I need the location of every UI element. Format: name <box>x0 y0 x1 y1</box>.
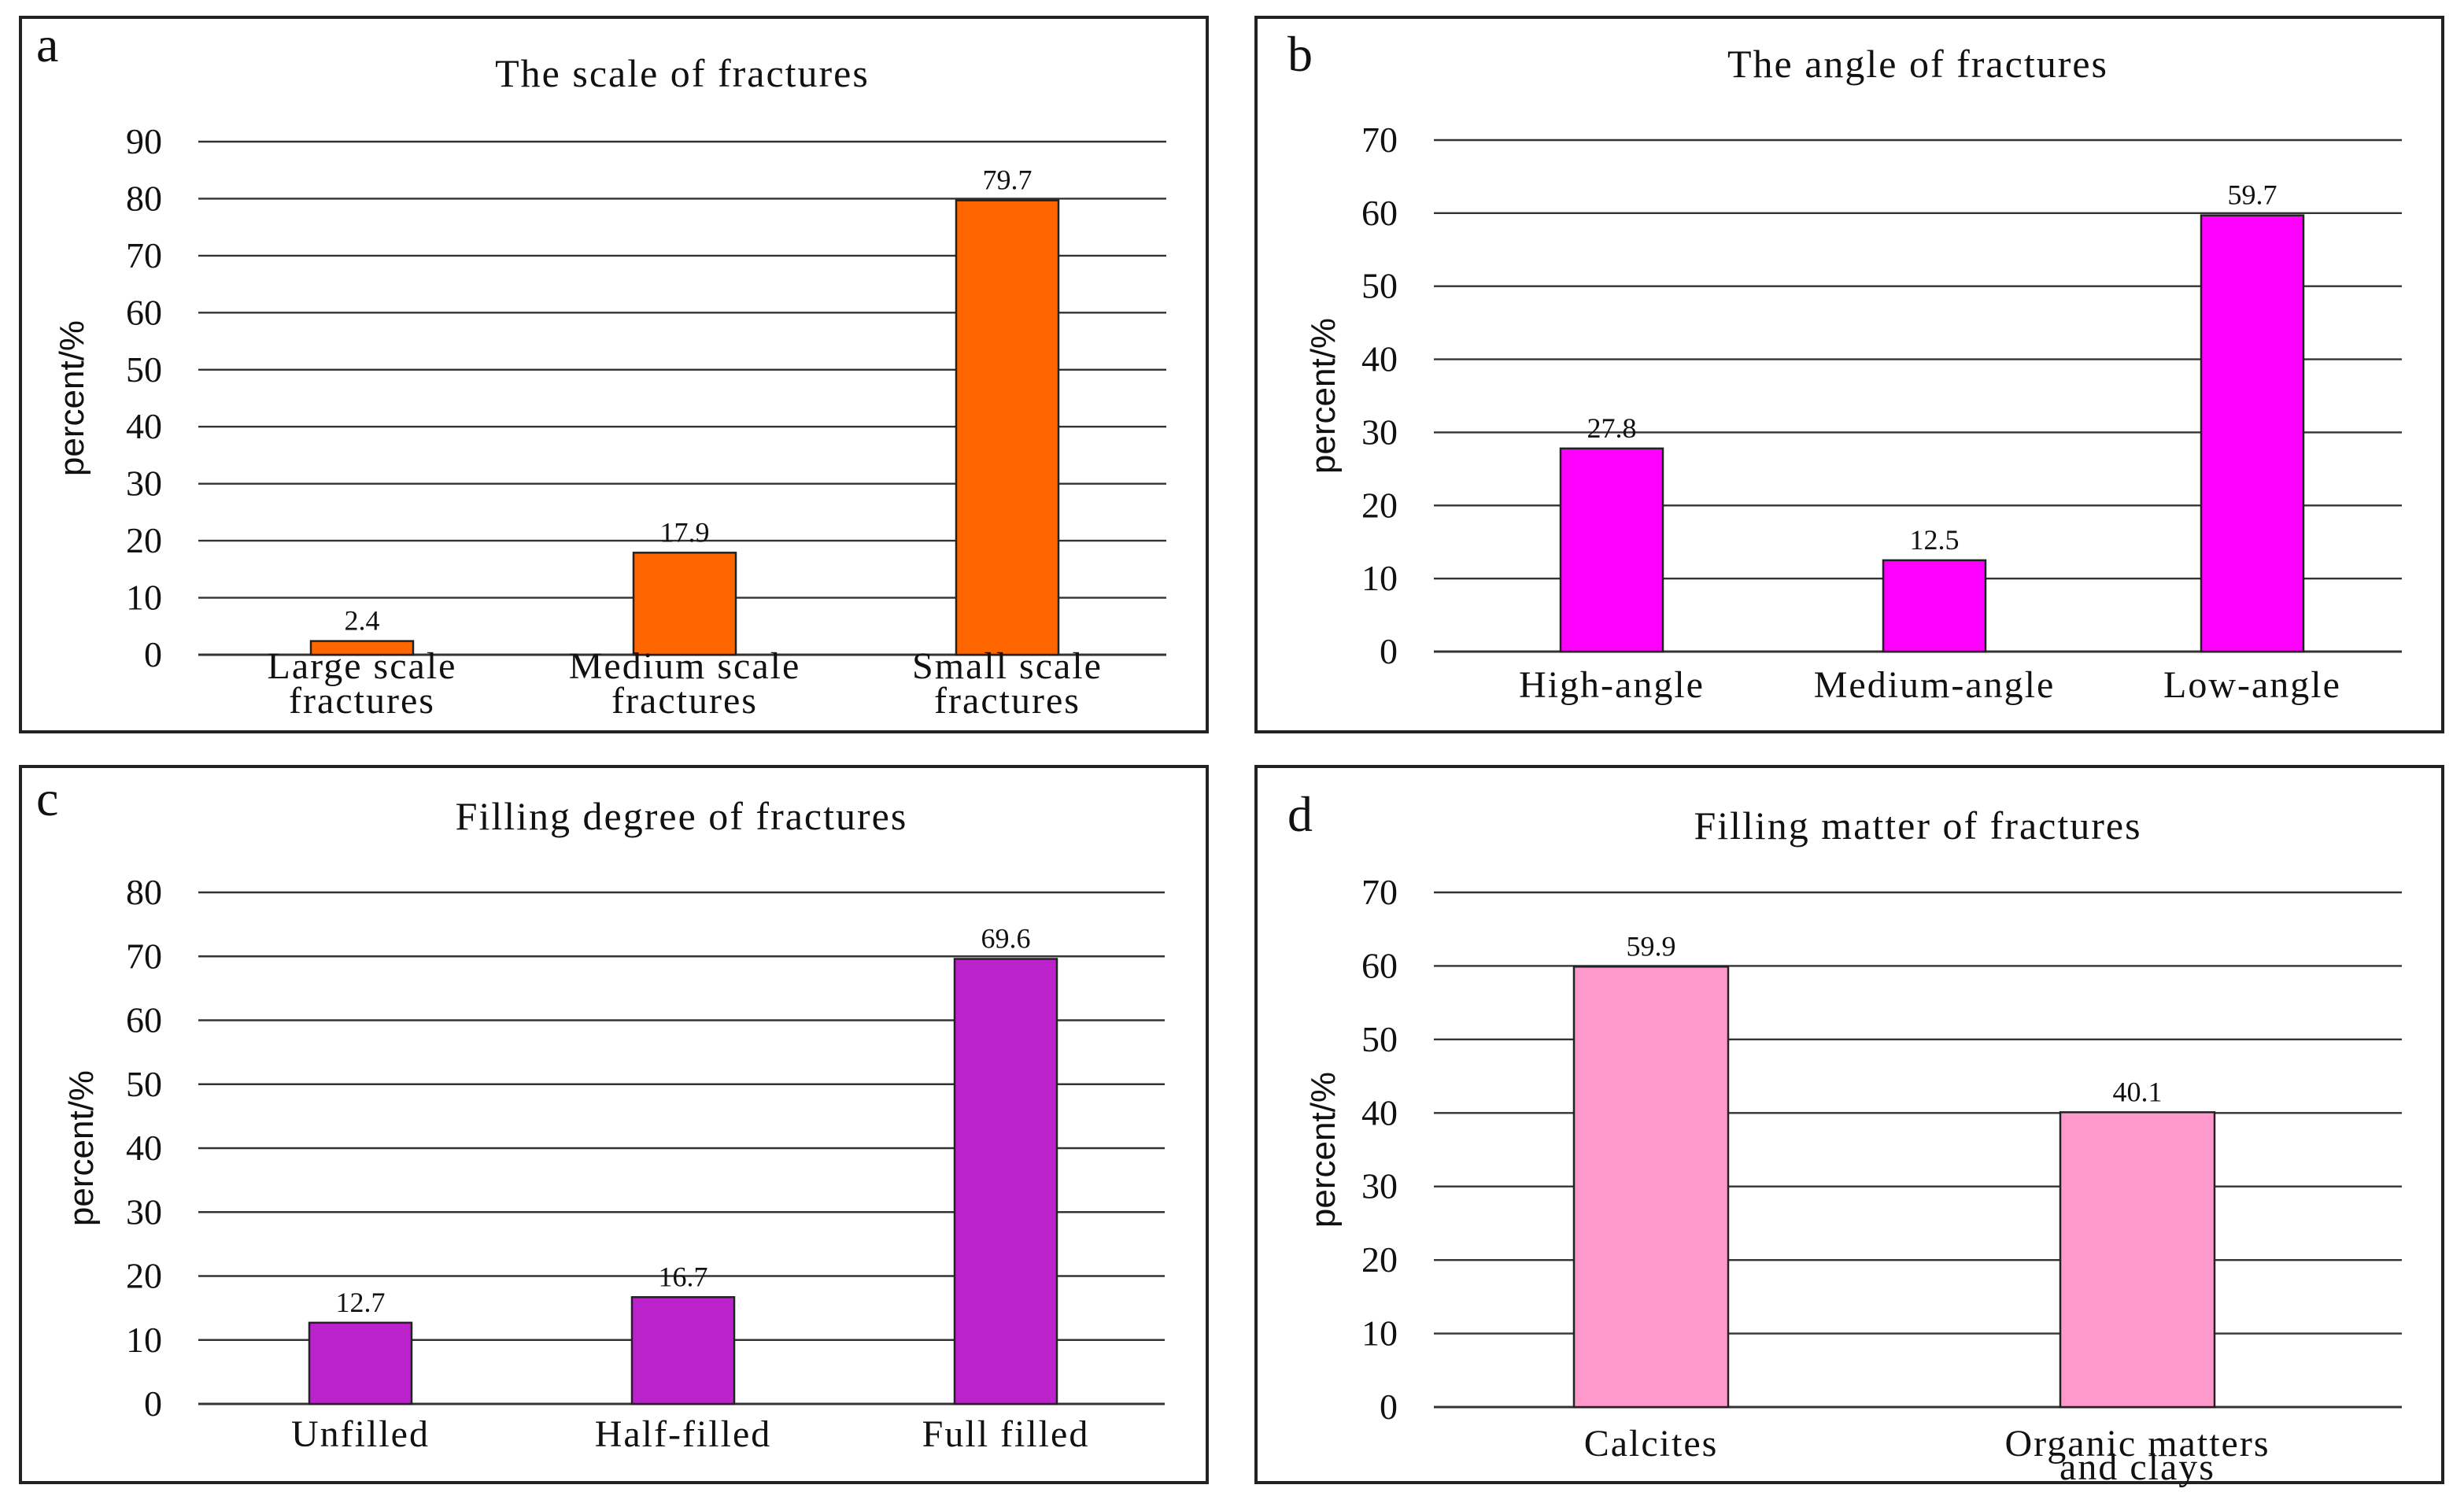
y-tick-label: 30 <box>1361 1166 1398 1206</box>
y-tick-label: 60 <box>1361 193 1398 233</box>
bar <box>1572 966 1730 1409</box>
data-label: 12.7 <box>336 1287 386 1318</box>
bar <box>953 958 1058 1405</box>
y-axis-title: percent/% <box>62 1070 101 1226</box>
y-tick-label: 10 <box>1361 1313 1398 1354</box>
y-tick-label: 40 <box>126 406 162 446</box>
y-tick-label: 0 <box>144 1383 162 1424</box>
category-label: Full filled <box>922 1413 1090 1455</box>
data-label: 59.9 <box>1627 930 1676 962</box>
category-label: fractures <box>934 680 1081 722</box>
data-label: 69.6 <box>981 923 1031 955</box>
category-label: Organic matters <box>2004 1423 2270 1465</box>
data-label: 79.7 <box>983 164 1033 196</box>
y-tick-label: 10 <box>126 578 162 618</box>
bar <box>309 640 415 656</box>
bar <box>1559 447 1664 653</box>
y-tick-label: 80 <box>126 872 162 912</box>
y-tick-label: 50 <box>1361 266 1398 306</box>
category-label: High-angle <box>1519 664 1705 706</box>
y-tick-label: 90 <box>126 121 162 161</box>
category-label: Low-angle <box>2163 664 2341 706</box>
category-label: Half-filled <box>595 1413 772 1455</box>
bar <box>630 1296 736 1405</box>
y-tick-label: 40 <box>126 1128 162 1168</box>
panel-letter: b <box>1287 26 1313 82</box>
y-tick-label: 10 <box>1361 558 1398 598</box>
category-label: Medium scale <box>569 645 801 687</box>
y-tick-label: 40 <box>1361 1092 1398 1132</box>
category-label: Calcites <box>1584 1423 1719 1465</box>
category-label: Medium-angle <box>1814 664 2056 706</box>
y-tick-label: 60 <box>126 292 162 332</box>
category-label: Unfilled <box>291 1413 430 1455</box>
y-axis-title: percent/% <box>1304 1072 1343 1228</box>
y-tick-label: 50 <box>126 1064 162 1104</box>
y-tick-label: 70 <box>1361 872 1398 912</box>
bar <box>308 1321 413 1405</box>
y-tick-label: 50 <box>1361 1019 1398 1059</box>
bar <box>2059 1111 2216 1409</box>
chart-title: The angle of fractures <box>1727 42 2108 86</box>
chart-panel-a: a The scale of fractures 0 10 20 30 40 50 60 70 80… <box>19 16 1209 733</box>
chart-panel-d: d Filling matter of fractures 0 10 20 30 40 50 6… <box>1254 765 2444 1488</box>
y-tick-label: 40 <box>1361 339 1398 379</box>
y-tick-label: 70 <box>1361 120 1398 160</box>
category-label: Small scale <box>912 645 1103 687</box>
y-axis-title: percent/% <box>1304 318 1343 474</box>
category-label: fractures <box>611 680 758 722</box>
panel-letter: a <box>36 17 58 72</box>
chart-title: Filling degree of fractures <box>456 794 908 838</box>
bar <box>2200 214 2305 653</box>
y-tick-label: 50 <box>126 349 162 390</box>
y-tick-label: 30 <box>126 464 162 504</box>
y-tick-label: 60 <box>126 1000 162 1040</box>
y-tick-label: 20 <box>126 1256 162 1296</box>
y-tick-label: 0 <box>1380 631 1398 671</box>
y-tick-label: 70 <box>126 235 162 275</box>
bar <box>955 199 1060 656</box>
data-label: 40.1 <box>2113 1076 2163 1107</box>
chart-title: Filling matter of fractures <box>1694 803 2141 848</box>
y-tick-label: 20 <box>1361 485 1398 525</box>
y-tick-label: 30 <box>126 1191 162 1232</box>
chart-title: The scale of fractures <box>495 51 870 95</box>
data-label: 16.7 <box>659 1261 708 1292</box>
panel-frame <box>1254 765 2444 1484</box>
chart-panel-c: c Filling degree of fractures 0 10 20 30 40 50 6… <box>19 765 1209 1484</box>
y-axis-title: percent/% <box>53 320 91 476</box>
bar <box>1882 559 1987 653</box>
y-tick-label: 20 <box>126 520 162 560</box>
data-label: 2.4 <box>345 605 380 637</box>
category-label: and clays <box>2059 1446 2215 1488</box>
y-tick-label: 80 <box>126 178 162 218</box>
data-label: 17.9 <box>660 516 710 548</box>
data-label: 12.5 <box>1910 524 1960 556</box>
y-tick-label: 60 <box>1361 945 1398 985</box>
y-tick-label: 30 <box>1361 412 1398 452</box>
chart-panel-b: b The angle of fractures 0 10 20 30 40 50 60 70 pe… <box>1254 16 2444 733</box>
data-label: 27.8 <box>1587 412 1637 444</box>
y-tick-label: 0 <box>144 634 162 674</box>
y-tick-label: 20 <box>1361 1239 1398 1280</box>
data-label: 59.7 <box>2228 179 2277 211</box>
panel-letter: d <box>1287 786 1313 842</box>
y-tick-label: 10 <box>126 1320 162 1360</box>
bar <box>632 552 737 656</box>
y-tick-label: 0 <box>1380 1387 1398 1427</box>
y-tick-label: 70 <box>126 936 162 976</box>
category-label: fractures <box>289 680 435 722</box>
category-label: Large scale <box>268 645 457 687</box>
panel-letter: c <box>36 770 58 826</box>
